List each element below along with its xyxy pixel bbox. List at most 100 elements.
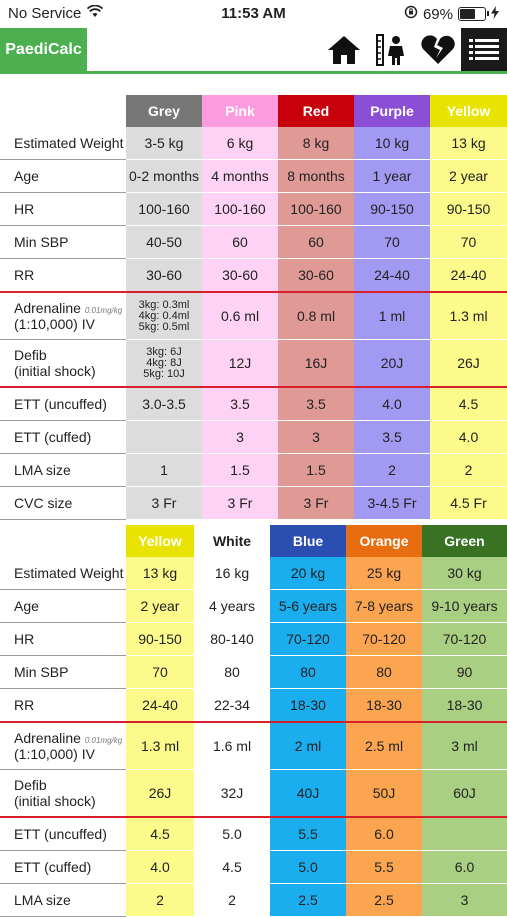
table-cell: 5.5 xyxy=(346,850,422,884)
table-cell: 10 kg xyxy=(354,127,430,160)
row-label-text: Adrenaline xyxy=(14,730,81,746)
table-cell: 3 ml xyxy=(422,722,507,770)
table-cell: 18-30 xyxy=(422,688,507,723)
header-row: Grey Pink Red Purple Yellow xyxy=(0,95,507,127)
table-cell: 70-120 xyxy=(270,622,346,656)
header-corner xyxy=(0,525,126,557)
row-label-text: LMA size xyxy=(14,892,71,908)
row-label-text: Age xyxy=(14,168,39,184)
table-cell: 2 xyxy=(354,453,430,487)
table-cell: 70 xyxy=(354,225,430,259)
row-label-ett-cuffed: ETT (cuffed) xyxy=(0,850,126,884)
table-cell: 4.5 xyxy=(430,387,507,421)
cell-line: 3kg: 6J xyxy=(146,345,182,358)
table-cell: 9-10 years xyxy=(422,589,507,623)
table-cell: 1.5 xyxy=(278,453,354,487)
column-header-pink[interactable]: Pink xyxy=(202,95,278,127)
broken-heart-icon[interactable] xyxy=(418,30,458,70)
table-cell: 25 kg xyxy=(346,557,422,590)
table-cell: 3.5 xyxy=(278,387,354,421)
table-cell: 4.5 Fr xyxy=(430,486,507,520)
table-cell: 2.5 xyxy=(346,883,422,917)
child-growth-icon[interactable] xyxy=(372,30,412,70)
row-label-text: Age xyxy=(14,598,39,614)
app-nav-bar: PaediCalc xyxy=(0,28,507,74)
table-row: HR 100-160 100-160 100-160 90-150 90-150 xyxy=(0,192,507,226)
table-cell: 30-60 xyxy=(278,258,354,293)
table-cell: 80-140 xyxy=(194,622,270,656)
table-row: Age 2 year 4 years 5-6 years 7-8 years 9-10 y… xyxy=(0,589,507,623)
row-label-text: HR xyxy=(14,201,35,217)
row-label-unit: 0.01mg/kg xyxy=(84,736,123,745)
table-cell: 100-160 xyxy=(278,192,354,226)
table-cell: 50J xyxy=(346,769,422,818)
table-cell: 0.8 ml xyxy=(278,292,354,340)
table-cell: 30 kg xyxy=(422,557,507,590)
table-cell: 3.5 xyxy=(202,387,278,421)
table-cell: 20J xyxy=(354,339,430,388)
row-label-text: ETT (cuffed) xyxy=(14,429,92,445)
table-row: HR 90-150 80-140 70-120 70-120 70-120 xyxy=(0,622,507,656)
column-header-yellow[interactable]: Yellow xyxy=(430,95,507,127)
table-cell: 5.5 xyxy=(270,817,346,851)
table-cell: 7-8 years xyxy=(346,589,422,623)
column-header-red[interactable]: Red xyxy=(278,95,354,127)
column-header-purple[interactable]: Purple xyxy=(354,95,430,127)
header-row: Yellow White Blue Orange Green xyxy=(0,525,507,557)
row-label-text: Min SBP xyxy=(14,234,69,250)
table-cell: 13 kg xyxy=(430,127,507,160)
column-header-orange[interactable]: Orange xyxy=(346,525,422,557)
table-cell: 1 year xyxy=(354,159,430,193)
column-header-white[interactable]: White xyxy=(194,525,270,557)
table-cell: 3 xyxy=(202,420,278,454)
row-label-text: Estimated Weight xyxy=(14,135,124,151)
cell-line: 4kg: 0.4ml xyxy=(138,309,190,322)
table-cell: 70 xyxy=(430,225,507,259)
table-row: Adrenaline 0.01mg/kg (1:10,000) IV 3kg: 0.… xyxy=(0,292,507,340)
row-label-estimated-weight: Estimated Weight xyxy=(0,557,126,590)
table-row: Age 0-2 months 4 months 8 months 1 year 2 yea… xyxy=(0,159,507,193)
orientation-lock-icon xyxy=(404,5,418,23)
table-cell: 3 Fr xyxy=(126,486,202,520)
header-corner xyxy=(0,95,126,127)
table-cell: 3-4.5 Fr xyxy=(354,486,430,520)
menu-icon[interactable] xyxy=(461,28,507,71)
nav-underline xyxy=(0,71,507,74)
table-cell: 60 xyxy=(202,225,278,259)
table-cell: 4.0 xyxy=(354,387,430,421)
cell-multiline: 3kg: 6J 4kg: 8J 5kg: 10J xyxy=(126,345,202,380)
table-cell: 18-30 xyxy=(346,688,422,723)
home-icon[interactable] xyxy=(324,30,364,70)
table-cell: 20 kg xyxy=(270,557,346,590)
table-cell: 1.3 ml xyxy=(430,292,507,340)
table-cell: 2 xyxy=(430,453,507,487)
cell-line: 3kg: 0.3ml xyxy=(138,298,190,311)
table-cell xyxy=(422,817,507,851)
charging-bolt-icon xyxy=(491,5,499,23)
table-cell: 2 ml xyxy=(270,722,346,770)
table-cell: 4.5 xyxy=(194,850,270,884)
status-bar: No Service 11:53 AM 69% xyxy=(0,0,507,28)
column-header-yellow[interactable]: Yellow xyxy=(126,525,194,557)
table-cell: 18-30 xyxy=(270,688,346,723)
table-cell: 6.0 xyxy=(422,850,507,884)
battery-fill xyxy=(460,9,476,19)
row-label-text: RR xyxy=(14,697,35,713)
table-cell: 100-160 xyxy=(202,192,278,226)
row-label-adrenaline: Adrenaline 0.01mg/kg (1:10,000) IV xyxy=(0,722,126,770)
brand-logo[interactable]: PaediCalc xyxy=(0,28,87,71)
row-label-cvc-size: CVC size xyxy=(0,486,126,520)
column-header-blue[interactable]: Blue xyxy=(270,525,346,557)
column-header-green[interactable]: Green xyxy=(422,525,507,557)
table-row: LMA size 2 2 2.5 2.5 3 xyxy=(0,883,507,917)
table-cell: 2.5 ml xyxy=(346,722,422,770)
table-cell: 80 xyxy=(270,655,346,689)
column-header-grey[interactable]: Grey xyxy=(126,95,202,127)
row-label-hr: HR xyxy=(0,622,126,656)
cell-line: 5kg: 0.5ml xyxy=(138,320,190,333)
weight-chart-table-1: Grey Pink Red Purple Yellow Estimated Weight 3… xyxy=(0,95,507,520)
table-cell: 90-150 xyxy=(430,192,507,226)
wifi-icon xyxy=(87,4,104,22)
table-row: Estimated Weight 3-5 kg 6 kg 8 kg 10 kg 13 kg xyxy=(0,127,507,160)
table-cell: 13 kg xyxy=(126,557,194,590)
